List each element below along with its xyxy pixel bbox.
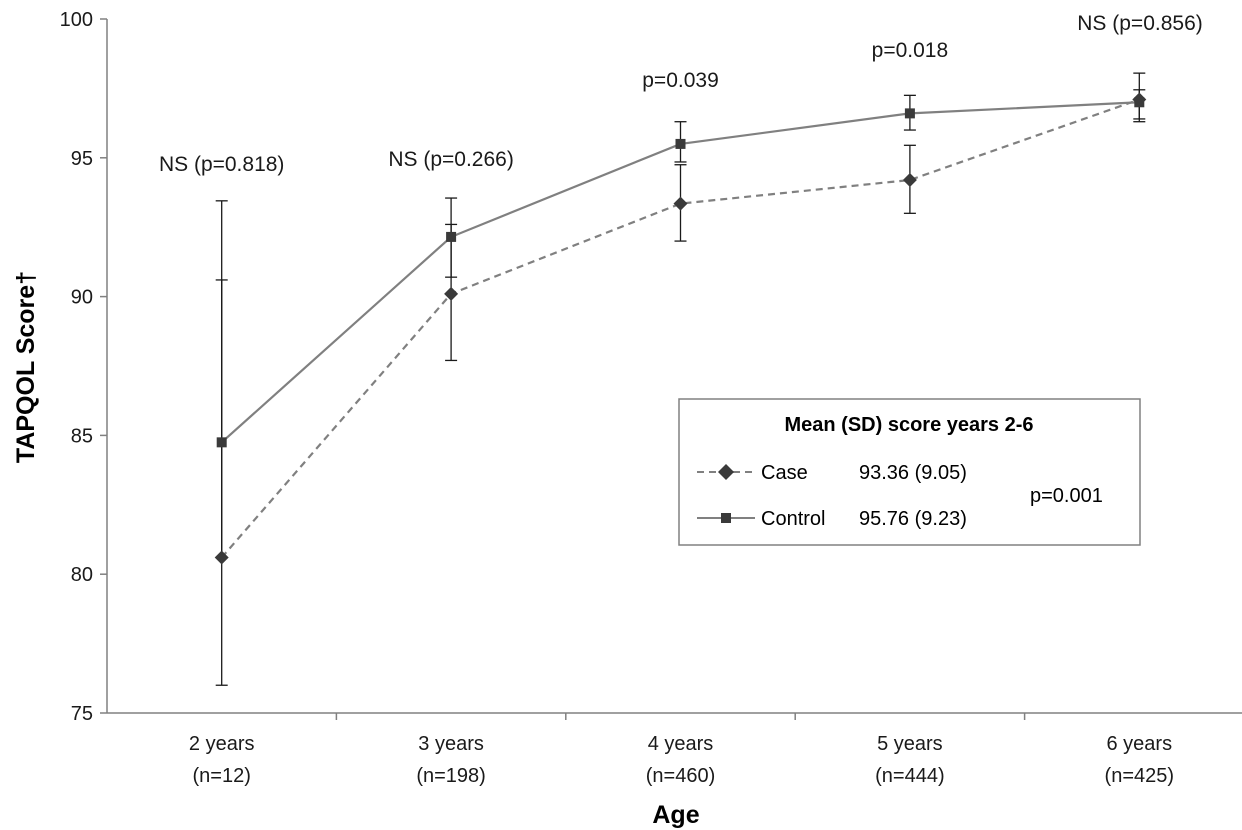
- y-tick-label: 85: [71, 425, 93, 447]
- data-point-case: [673, 196, 688, 211]
- p-value-annotation: NS (p=0.266): [388, 148, 514, 171]
- legend-p-value: p=0.001: [1030, 485, 1103, 507]
- series-line-case: [220, 98, 1140, 559]
- legend-case-stat: 93.36 (9.05): [859, 462, 967, 484]
- x-tick-sublabel: (n=425): [1105, 765, 1175, 787]
- legend-case-label: Case: [761, 462, 808, 484]
- error-bars: [215, 72, 1146, 686]
- annotations: NS (p=0.818) NS (p=0.266) p=0.039 p=0.018 NS…: [159, 12, 1203, 176]
- x-tick-sublabel: (n=460): [646, 765, 716, 787]
- legend-control-stat: 95.76 (9.23): [859, 508, 967, 530]
- data-point-control: [1134, 97, 1145, 108]
- x-tick-sublabel: (n=12): [193, 765, 251, 787]
- x-tick-label: 2 years: [189, 733, 255, 755]
- series-markers: [214, 92, 1147, 565]
- data-point-control: [216, 437, 227, 448]
- y-tick-label: 95: [71, 148, 93, 170]
- p-value-annotation: NS (p=0.856): [1077, 12, 1203, 35]
- x-tick-label: 3 years: [418, 733, 484, 755]
- legend-box: [678, 398, 1141, 546]
- data-point-case: [214, 550, 229, 565]
- x-tick-label: 5 years: [877, 733, 943, 755]
- data-point-case: [902, 173, 917, 188]
- y-tick-label: 80: [71, 564, 93, 586]
- axes: 75 80 85 90 95 100 2 years (n=12) 3 years (n=198)…: [60, 9, 1242, 787]
- x-axis-title: Age: [652, 801, 699, 829]
- y-tick-label: 90: [71, 287, 93, 309]
- x-tick-sublabel: (n=198): [416, 765, 486, 787]
- x-tick-sublabel: (n=444): [875, 765, 945, 787]
- legend-control-label: Control: [761, 508, 825, 530]
- p-value-annotation: p=0.039: [642, 69, 719, 92]
- data-point-control: [904, 108, 915, 119]
- x-tick-label: 6 years: [1107, 733, 1173, 755]
- legend-title: Mean (SD) score years 2-6: [784, 414, 1033, 436]
- p-value-annotation: p=0.018: [872, 39, 949, 62]
- y-tick-label: 100: [60, 9, 93, 31]
- y-tick-label: 75: [71, 703, 93, 725]
- legend: Mean (SD) score years 2-6 Case 93.36 (9.…: [678, 398, 1141, 546]
- data-point-control: [446, 231, 457, 242]
- legend-control-marker: [721, 513, 731, 523]
- legend-case-marker: [718, 464, 734, 480]
- y-axis-title: TAPQOL Score†: [12, 271, 40, 463]
- x-tick-label: 4 years: [648, 733, 714, 755]
- data-point-control: [675, 138, 686, 149]
- data-point-case: [444, 286, 459, 301]
- p-value-annotation: NS (p=0.818): [159, 153, 285, 176]
